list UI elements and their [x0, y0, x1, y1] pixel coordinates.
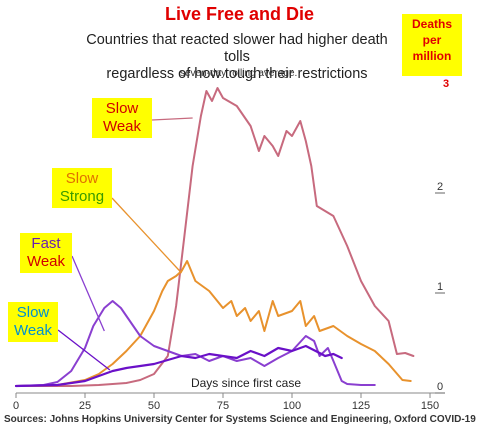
chart-title: Live Free and Die: [164, 4, 315, 24]
annotation-line-1: Slow: [105, 100, 139, 117]
source-note: Sources: Johns Hopkins University Center…: [4, 414, 476, 425]
annotation-slow-weak-2: Slow Weak: [8, 302, 58, 342]
x-tick-label: 125: [352, 400, 370, 412]
chart-note: seven-day rolling average.: [180, 68, 298, 79]
series-line-4: [14, 344, 343, 388]
y-tick-label: 2: [437, 181, 443, 193]
annotation-line-2: Strong: [59, 188, 105, 205]
x-tick-label: 0: [13, 400, 19, 412]
leader-line-1: [151, 117, 193, 121]
annotation-line-2: Weak: [13, 322, 53, 339]
y-tick-label: 0: [437, 381, 443, 393]
x-tick-label: 150: [421, 400, 439, 412]
y-label-line-3: million: [412, 49, 452, 63]
annotation-line-1: Slow: [65, 170, 99, 187]
x-tick-label: 75: [217, 400, 229, 412]
y-label-line-2: per: [422, 33, 442, 47]
subtitle-line-2: regardless of how tough their restrictio…: [106, 66, 368, 82]
y-axis-label-box: Deaths per million: [402, 14, 462, 76]
annotation-line-2: Weak: [102, 118, 142, 135]
x-tick-label: 25: [79, 400, 91, 412]
leader-line-4: [57, 329, 111, 371]
y-label-line-1: Deaths: [411, 17, 452, 31]
y-tick-label: 1: [437, 281, 443, 293]
annotation-line-1: Fast: [31, 235, 61, 252]
x-tick-label: 50: [148, 400, 160, 412]
annotation-slow-weak-1: Slow Weak: [92, 98, 152, 138]
series-line-2: [15, 260, 412, 387]
x-tick-label: 100: [283, 400, 301, 412]
y-tick-label-top: 3: [443, 78, 450, 90]
series-line-1: [15, 87, 415, 387]
leader-line-2: [111, 197, 183, 274]
series-line-3: [15, 300, 376, 387]
x-axis-label: Days since first case: [191, 376, 301, 390]
chart-subtitle: Countries that reacted slower had higher…: [72, 32, 402, 83]
annotation-fast-weak: Fast Weak: [20, 233, 72, 273]
leader-line-3: [71, 255, 105, 332]
subtitle-line-1: Countries that reacted slower had higher…: [86, 32, 388, 65]
annotation-slow-strong: Slow Strong: [52, 168, 112, 208]
annotation-line-1: Slow: [16, 304, 50, 321]
annotation-line-2: Weak: [26, 253, 66, 270]
